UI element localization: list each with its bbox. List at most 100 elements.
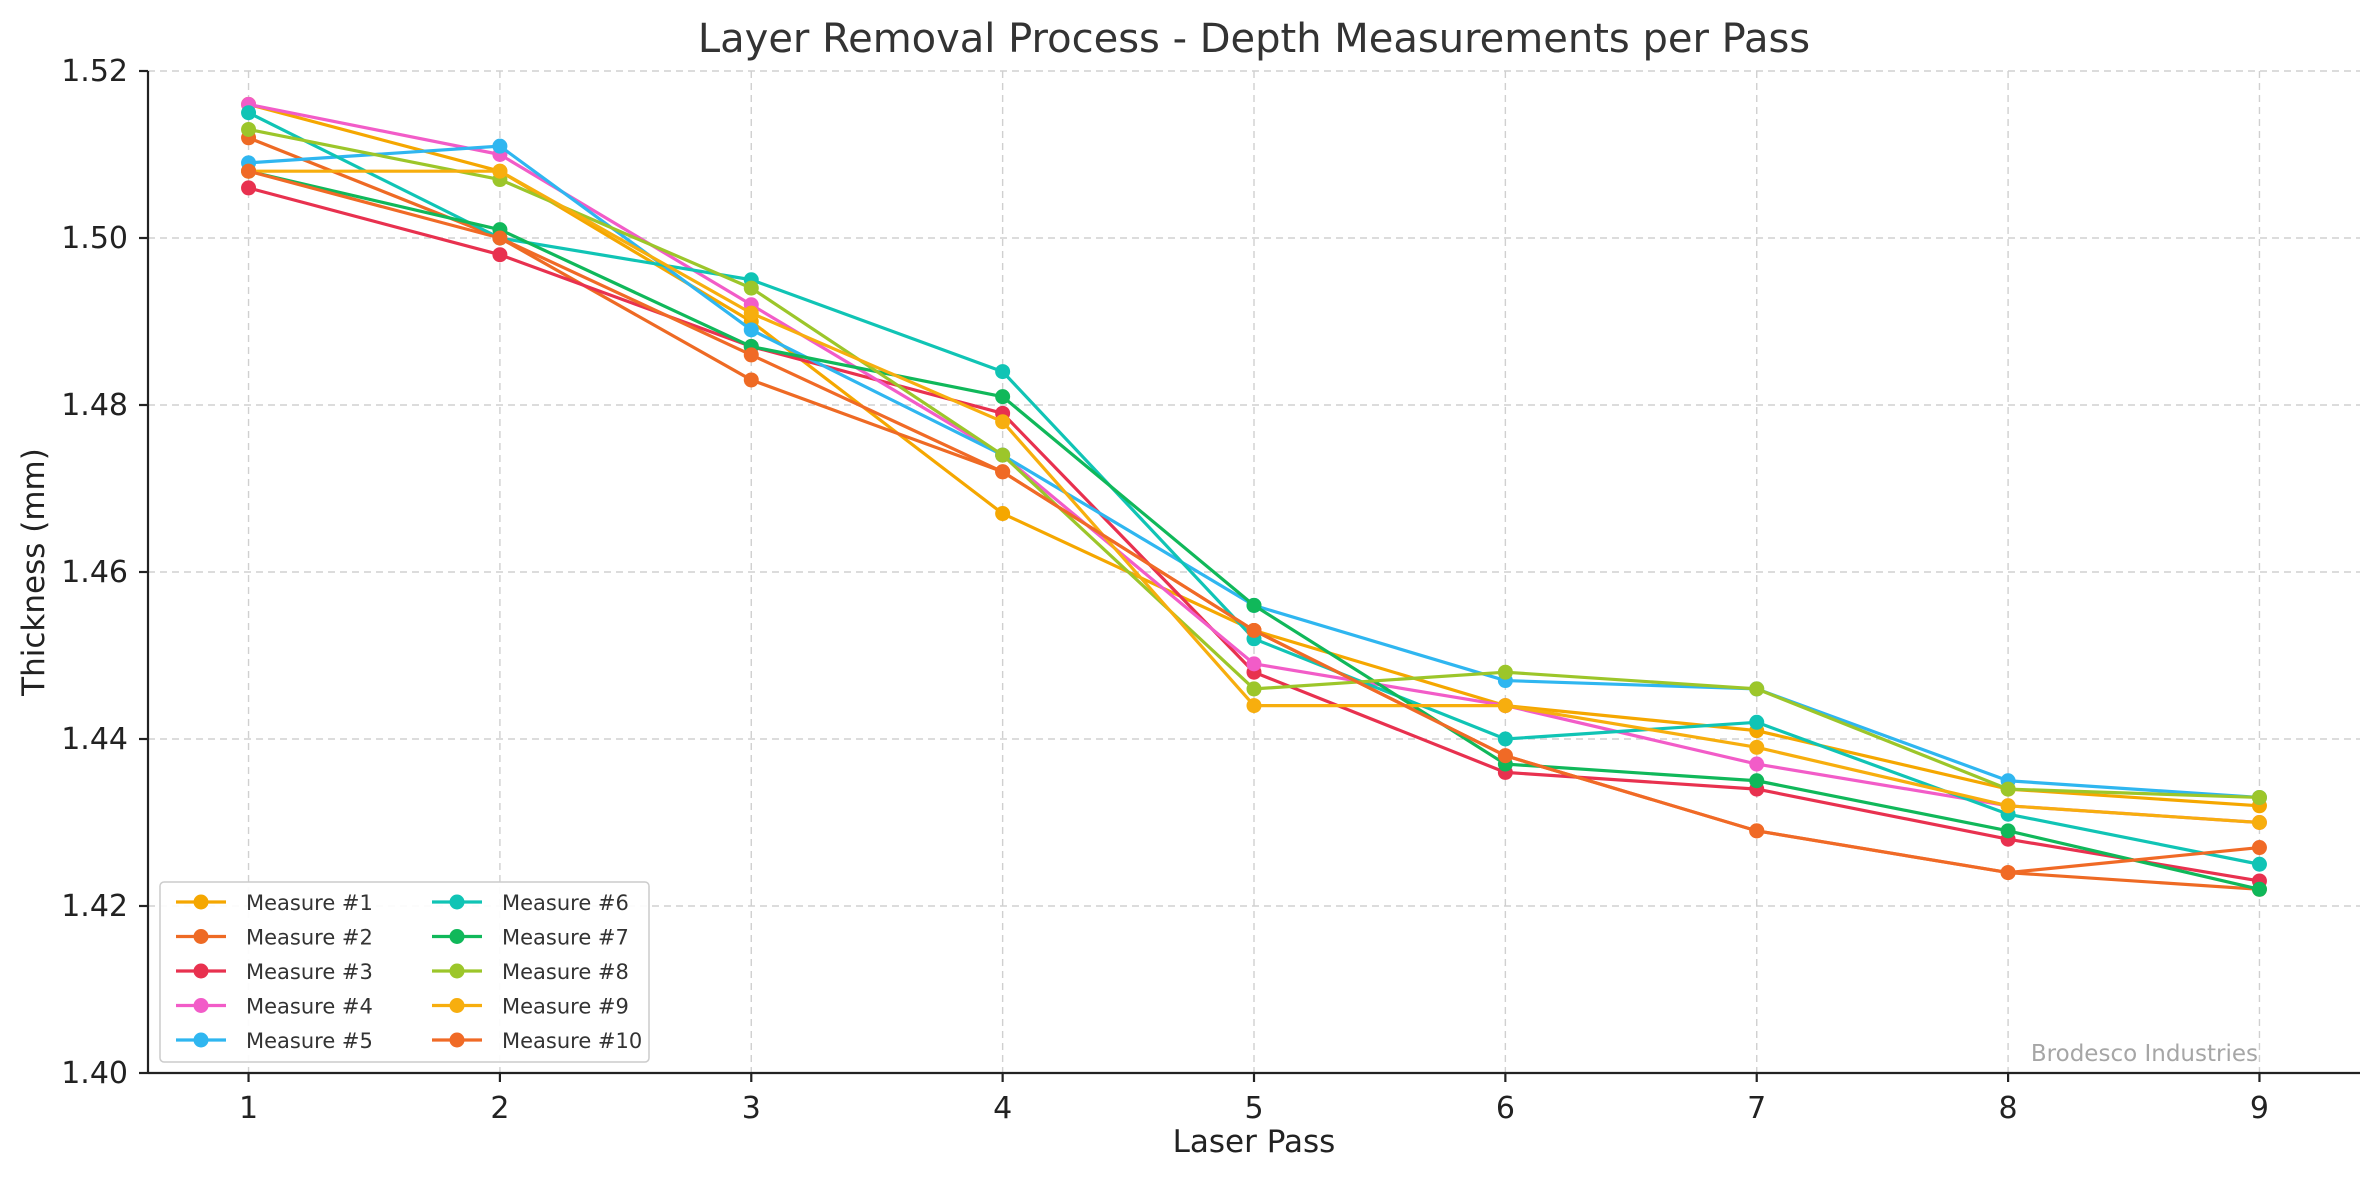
y-tick-label: 1.40 [61, 1056, 128, 1091]
legend-label: Measure #9 [502, 995, 629, 1019]
data-point [2251, 815, 2267, 830]
data-point [1497, 664, 1513, 680]
data-point [241, 105, 257, 121]
data-point [743, 372, 759, 388]
data-point [492, 230, 508, 246]
legend-label: Measure #6 [502, 891, 629, 915]
watermark-text: Brodesco Industries [2031, 1041, 2258, 1067]
legend-swatch-marker [193, 894, 209, 910]
data-point [995, 506, 1011, 522]
data-point [1749, 823, 1765, 839]
x-tick-label: 2 [490, 1091, 509, 1126]
data-point [995, 464, 1011, 480]
data-point [1749, 681, 1765, 697]
legend-item: Measure #3 [176, 960, 373, 984]
data-point [1497, 698, 1513, 714]
series-10 [241, 163, 2267, 881]
y-tick-label: 1.48 [61, 388, 128, 423]
data-point [1246, 622, 1262, 638]
data-point [492, 138, 508, 154]
legend-label: Measure #10 [502, 1029, 642, 1053]
legend-swatch-marker [449, 998, 465, 1013]
data-point [1749, 756, 1765, 772]
data-point [1246, 681, 1262, 697]
data-point [1749, 739, 1765, 755]
data-point [1749, 773, 1765, 789]
data-point [2000, 823, 2016, 839]
x-tick-label: 6 [1496, 1091, 1515, 1126]
x-tick-label: 4 [993, 1091, 1012, 1126]
data-point [241, 121, 257, 137]
data-point [995, 447, 1011, 463]
y-tick-label: 1.52 [61, 54, 128, 89]
legend-frame [159, 881, 650, 1063]
legend-swatch-marker [449, 963, 465, 979]
legend-swatch-marker [193, 963, 209, 979]
data-point [1497, 731, 1513, 747]
y-tick-label: 1.50 [61, 221, 128, 256]
data-point [743, 347, 759, 363]
legend-item: Measure #7 [432, 926, 629, 950]
x-tick-label: 5 [1244, 1091, 1263, 1126]
x-tick-label: 9 [2250, 1091, 2269, 1126]
x-tick-label: 7 [1747, 1091, 1766, 1126]
data-point [2000, 781, 2016, 797]
data-point [241, 163, 257, 179]
legend-item: Measure #5 [176, 1029, 373, 1053]
chart-title: Layer Removal Process - Depth Measuremen… [698, 16, 1810, 62]
data-point [492, 247, 508, 263]
data-point [492, 163, 508, 179]
x-tick-label: 8 [1999, 1091, 2018, 1126]
legend-item: Measure #1 [176, 891, 373, 915]
legend-label: Measure #5 [246, 1029, 373, 1053]
legend: Measure #1 Measure #2 Measure #3 Measure #4… [159, 881, 650, 1063]
data-point [1749, 714, 1765, 730]
data-point [2000, 798, 2016, 814]
data-point [2251, 840, 2267, 856]
series-8 [241, 121, 2267, 805]
legend-item: Measure #9 [432, 995, 629, 1019]
data-point [1246, 597, 1262, 613]
legend-swatch-marker [193, 1032, 209, 1048]
legend-swatch-marker [449, 1032, 465, 1048]
data-point [743, 322, 759, 338]
grid-layer [148, 70, 2360, 1073]
legend-label: Measure #2 [246, 926, 373, 950]
series-layer [241, 96, 2267, 897]
data-point [1497, 748, 1513, 764]
legend-item: Measure #10 [432, 1029, 642, 1053]
legend-swatch-marker [449, 929, 465, 944]
y-tick-label: 1.44 [61, 722, 128, 757]
data-point [2251, 881, 2267, 897]
y-tick-label: 1.42 [61, 889, 128, 924]
data-point [1246, 698, 1262, 714]
data-point [2251, 789, 2267, 805]
data-point [743, 305, 759, 321]
legend-swatch-marker [193, 998, 209, 1013]
x-tick-label: 3 [742, 1091, 761, 1126]
data-point [743, 280, 759, 296]
series-9 [241, 163, 2267, 830]
ticks-layer: 1 2 3 4 5 6 7 8 9 1.40 1.42 1.44 1.46 1.48 1.50 1.52 [61, 54, 2269, 1126]
data-point [1246, 656, 1262, 672]
legend-label: Measure #3 [246, 960, 373, 984]
data-point [995, 414, 1011, 430]
legend-label: Measure #7 [502, 926, 629, 950]
data-point [995, 389, 1011, 405]
legend-item: Measure #6 [432, 891, 629, 915]
legend-item: Measure #8 [432, 960, 629, 984]
legend-swatch-marker [449, 894, 465, 910]
legend-label: Measure #4 [246, 995, 373, 1019]
data-point [995, 364, 1011, 380]
data-point [2000, 865, 2016, 881]
series-line [247, 111, 2260, 866]
data-point [2251, 856, 2267, 872]
legend-swatch-marker [193, 929, 209, 944]
y-tick-label: 1.46 [61, 555, 128, 590]
legend-label: Measure #8 [502, 960, 629, 984]
legend-item: Measure #2 [176, 926, 373, 950]
x-axis-label: Laser Pass [1173, 1124, 1336, 1160]
legend-label: Measure #1 [246, 891, 373, 915]
